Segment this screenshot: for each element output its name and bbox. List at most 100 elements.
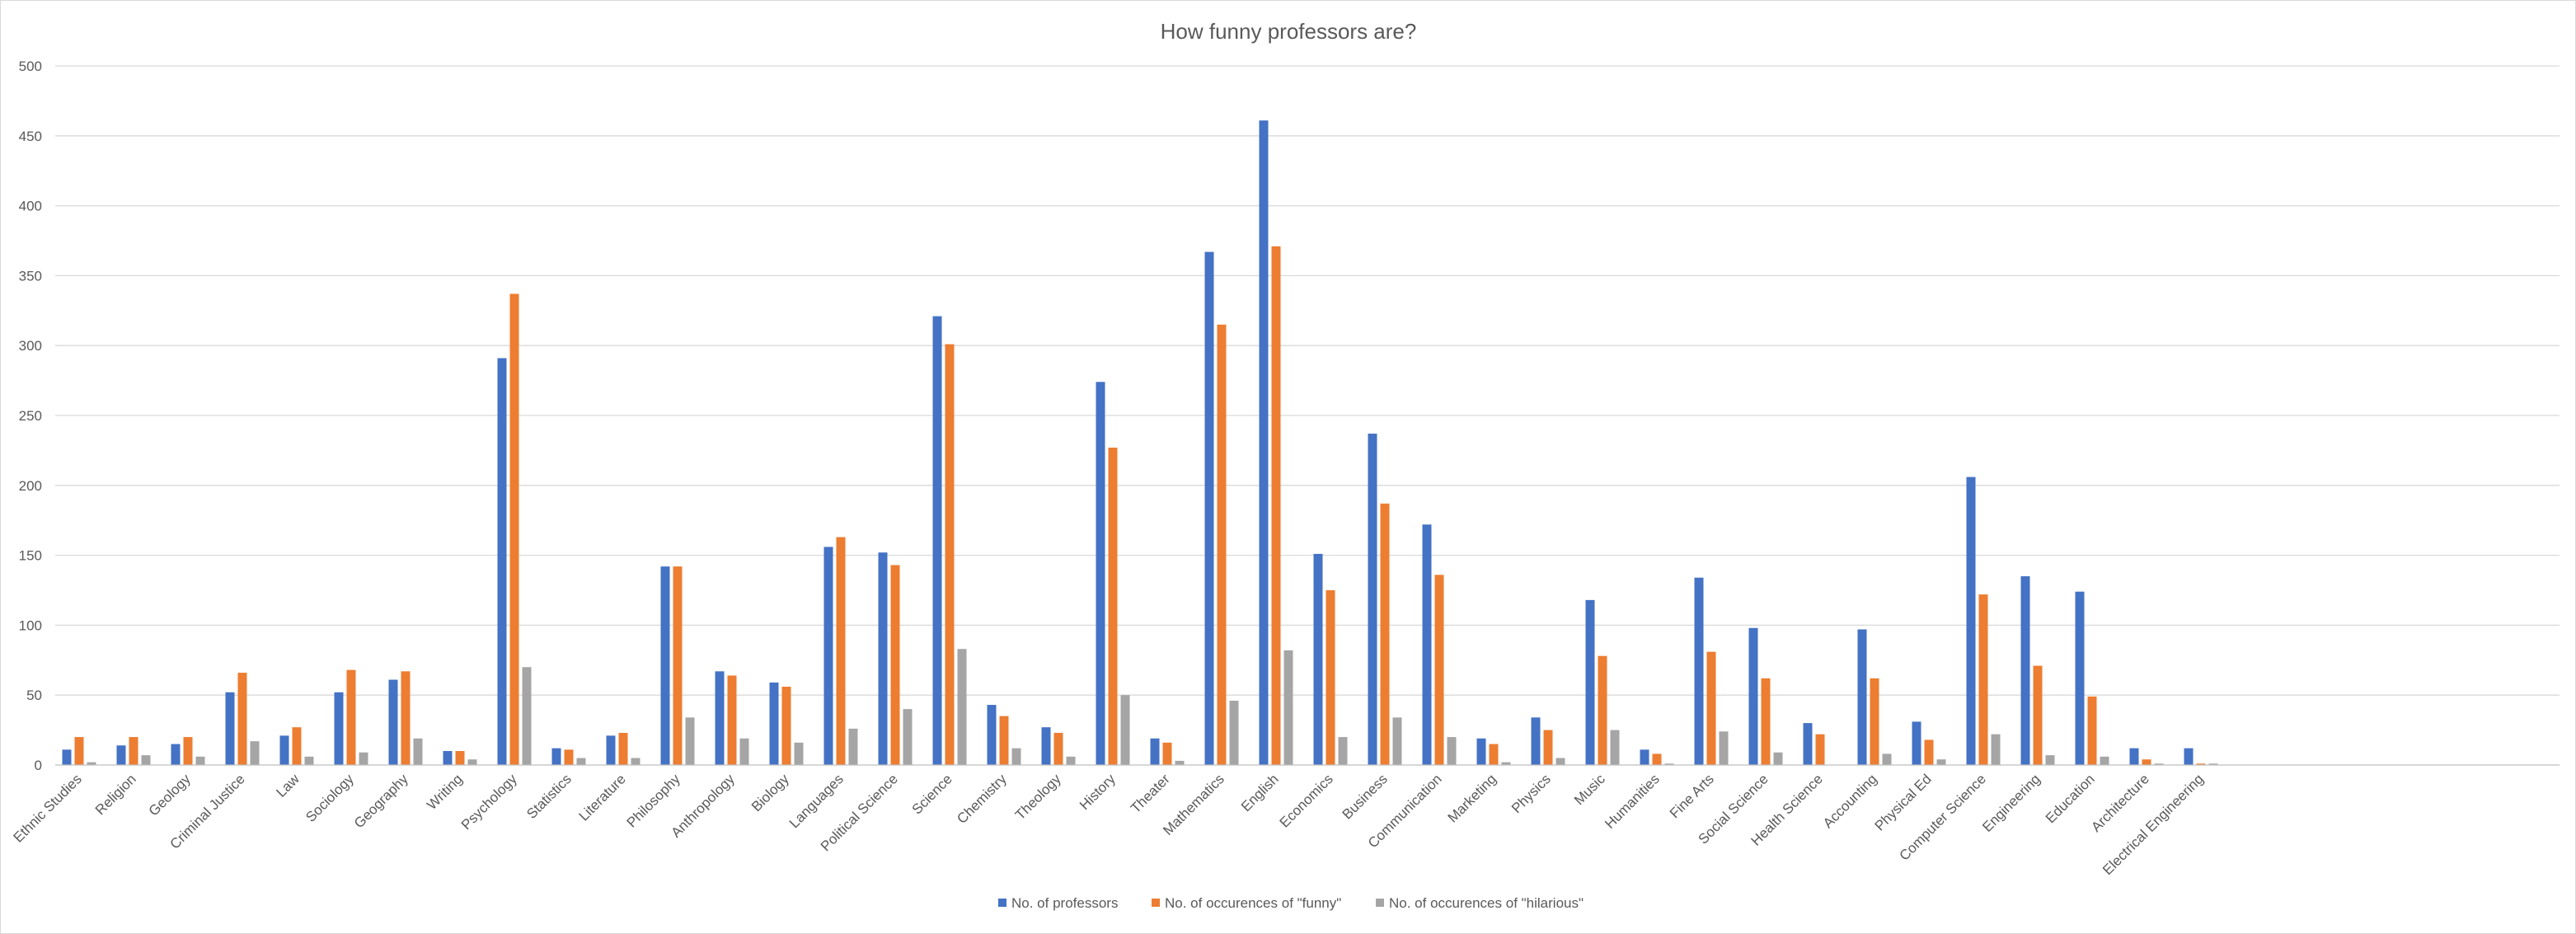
y-tick-label: 50 [26,688,42,703]
legend-item: No. of occurences of "hilarious" [1376,895,1584,911]
bar [2196,763,2206,765]
legend-item: No. of occurences of "funny" [1152,895,1341,911]
bar [1271,246,1281,765]
bar [1694,577,1704,765]
bar [1882,753,1892,765]
bar [1761,678,1771,765]
bar [1924,739,1934,765]
bar [1150,738,1160,765]
bar [903,709,913,765]
y-tick-label: 350 [19,268,42,284]
bar [1175,760,1185,765]
bar [1706,651,1716,765]
x-tick-label: Music [1571,771,1608,808]
bar [890,565,900,765]
bar [836,537,846,765]
bar [1011,748,1021,765]
bar [62,749,72,765]
bar [1380,503,1390,765]
bar [388,679,398,765]
x-tick-label: Sociology [303,771,357,825]
bar [781,687,791,765]
x-tick-label: Theology [1012,771,1064,823]
bar [739,738,749,765]
bar [1120,695,1130,765]
bar [1501,762,1511,765]
x-tick-label: Fine Arts [1667,771,1717,821]
bar [1283,650,1293,765]
bar [1598,655,1607,765]
bar [1748,627,1758,765]
x-tick-label: Psychology [458,771,520,833]
legend: No. of professors No. of occurences of "f… [998,895,1584,911]
bar [673,566,683,765]
bar [1857,629,1867,765]
bar [1652,753,1662,765]
bar [195,756,205,765]
y-tick-label: 400 [19,199,42,214]
bar [279,735,289,765]
bar [413,738,423,765]
bar [467,759,477,765]
bar [631,758,640,765]
y-tick-label: 150 [19,548,42,564]
x-tick-label: Electrical Engineering [2100,771,2207,878]
bar [551,748,561,765]
bar [999,716,1009,765]
bar [564,749,574,765]
chart-title: How funny professors are? [1161,19,1417,44]
bar [576,758,586,765]
bar [292,727,302,765]
bar [660,566,670,765]
x-tick-label: Religion [92,771,139,818]
bar [1108,448,1118,765]
bar [1368,434,1377,765]
legend-item: No. of professors [998,895,1118,911]
bar [1555,758,1565,765]
x-tick-label: Literature [576,771,629,824]
bar [1978,594,1988,765]
bar [129,737,138,765]
bar [945,344,955,765]
x-tick-label: Law [273,771,303,800]
bar [1610,730,1620,765]
bar [878,552,888,765]
bar [346,669,356,765]
legend-label: No. of occurences of "funny" [1165,895,1341,911]
x-tick-label: Education [2043,771,2098,826]
bar [1422,524,1432,765]
x-tick-label: Biology [748,771,792,814]
bar [1447,737,1457,765]
bar [401,671,411,765]
bar [1991,734,2001,765]
bar [1773,752,1783,765]
bar [1162,742,1172,765]
bar [2129,748,2139,765]
bar [1338,737,1348,765]
bar [1815,734,1825,765]
bar [2100,756,2109,765]
series-1-bars [74,246,2206,765]
x-tick-label: Economics [1277,771,1336,830]
y-tick-label: 450 [19,129,42,144]
x-tick-label: Business [1340,771,1391,822]
y-tick-label: 250 [19,408,42,424]
bar [823,547,833,765]
bar [1640,749,1649,765]
bar [1543,730,1553,765]
x-tick-label: Statistics [523,771,575,822]
bar [522,667,532,765]
bar [727,675,737,765]
bar [1096,382,1105,765]
bar [794,742,804,765]
bar [225,692,235,765]
bar [334,692,344,765]
bar [2087,696,2097,765]
bar [957,649,967,765]
bar [606,735,616,765]
bar [2020,576,2030,765]
bar [1053,732,1063,765]
bar [2208,763,2218,765]
